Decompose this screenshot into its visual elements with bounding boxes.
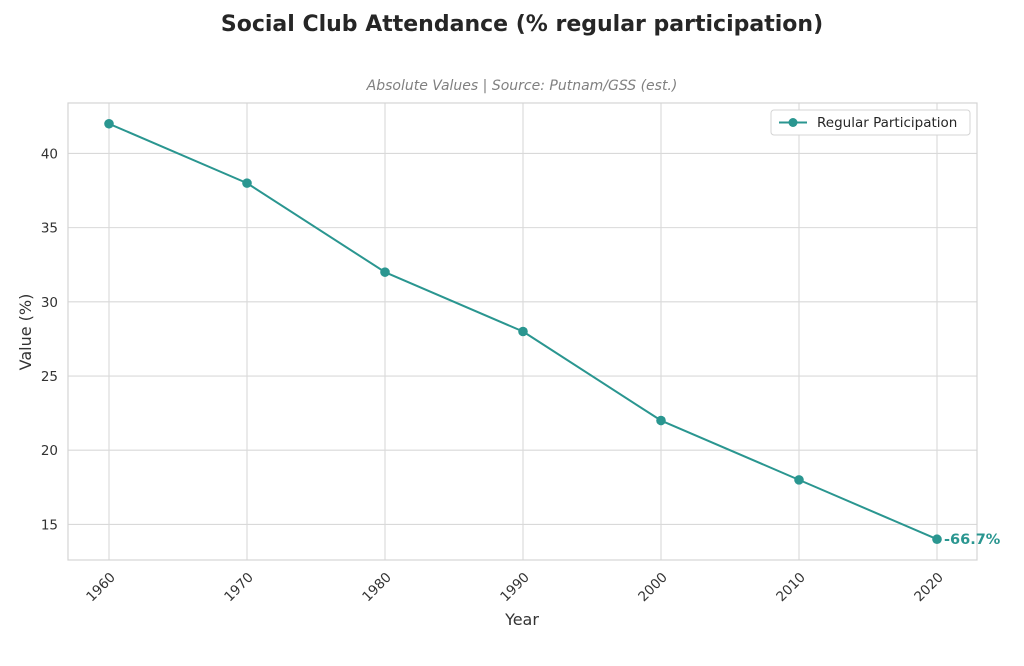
gridlines (68, 103, 977, 560)
x-tick-label: 1990 (497, 570, 533, 606)
x-tick-label: 2020 (911, 570, 947, 606)
data-point (104, 118, 114, 129)
legend: Regular Participation (770, 109, 971, 136)
legend-point-marker (788, 118, 798, 127)
y-tick-label: 30 (41, 295, 58, 311)
x-tick-label: 1980 (359, 570, 395, 606)
chart-title: Social Club Attendance (% regular partic… (221, 12, 823, 37)
x-tick-label: 2000 (635, 570, 671, 606)
y-tick-label: 25 (41, 369, 58, 385)
data-point (932, 534, 942, 545)
data-point (242, 178, 252, 188)
plot-frame (67, 102, 978, 561)
data-point (656, 415, 666, 426)
y-tick-label: 15 (41, 517, 58, 533)
legend-box (770, 109, 971, 136)
y-axis-label: Value (%) (16, 294, 35, 371)
data-point (380, 267, 390, 277)
x-tick-label: 1970 (221, 570, 257, 606)
chart-subtitle: Absolute Values | Source: Putnam/GSS (es… (366, 78, 678, 94)
y-tick-label: 20 (41, 443, 58, 459)
x-tick-label: 2010 (773, 570, 809, 606)
change-annotation: -66.7% (944, 532, 1001, 548)
series-layer: -66.7% (104, 118, 1001, 548)
data-point (518, 326, 528, 337)
y-tick-label: 40 (41, 146, 58, 162)
x-axis-label: Year (504, 610, 539, 629)
x-tick-label: 1960 (83, 570, 119, 606)
legend-label: Regular Participation (817, 115, 957, 131)
data-point (794, 475, 804, 485)
y-tick-label: 35 (41, 221, 58, 237)
